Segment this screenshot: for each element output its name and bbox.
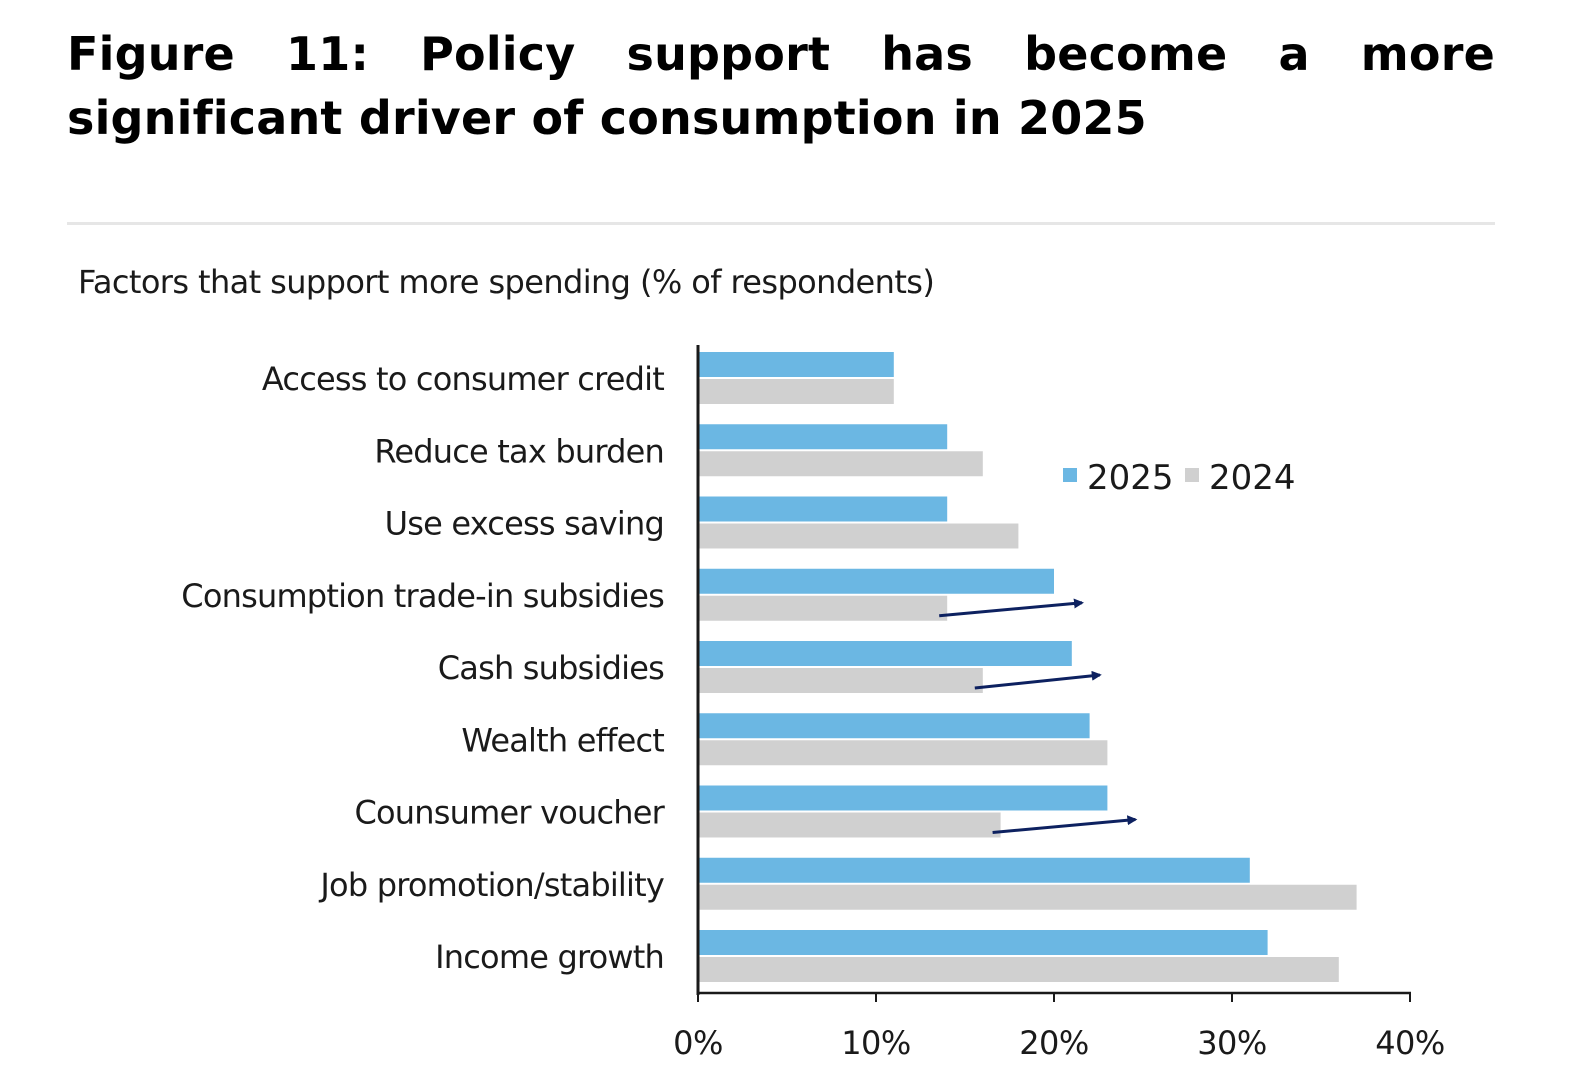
bar-2025-7 bbox=[698, 785, 1108, 811]
category-label: Access to consumer credit bbox=[262, 360, 664, 398]
bar-2024-1 bbox=[698, 379, 894, 404]
bar-2025-4 bbox=[698, 568, 1054, 594]
bar-2025-3 bbox=[698, 496, 948, 522]
category-label: Use excess saving bbox=[385, 505, 664, 543]
bar-2025-6 bbox=[698, 713, 1090, 739]
bar-chart: Access to consumer credit Reduce tax burd… bbox=[181, 345, 1445, 1062]
legend-label-2025: 2025 bbox=[1087, 458, 1174, 498]
category-label: Consumption trade-in subsidies bbox=[181, 577, 664, 615]
figure-title: Figure 11: Policy support has become a m… bbox=[67, 27, 1495, 145]
bar-2025-1 bbox=[698, 352, 894, 377]
title-divider bbox=[67, 222, 1495, 225]
bar-2025-2 bbox=[698, 424, 948, 450]
x-tick-label: 40% bbox=[1375, 1024, 1445, 1062]
bar-2024-7 bbox=[698, 812, 1001, 838]
x-tick-label: 0% bbox=[673, 1024, 723, 1062]
trend-arrow bbox=[939, 598, 1084, 618]
category-label: Cash subsidies bbox=[438, 649, 664, 687]
category-label: Counsumer voucher bbox=[354, 794, 665, 832]
bar-2025-9 bbox=[698, 930, 1268, 955]
bar-2024-3 bbox=[698, 523, 1019, 549]
category-label: Job promotion/stability bbox=[318, 866, 664, 904]
x-tick-label: 20% bbox=[1019, 1024, 1089, 1062]
legend-swatch-2024 bbox=[1185, 468, 1199, 482]
trend-arrow bbox=[992, 815, 1138, 834]
bar-2024-5 bbox=[698, 668, 983, 693]
category-label: Reduce tax burden bbox=[374, 432, 664, 470]
bar-2024-6 bbox=[698, 740, 1108, 766]
trend-arrow bbox=[974, 670, 1102, 690]
legend-swatch-2025 bbox=[1063, 468, 1077, 482]
bar-2025-5 bbox=[698, 641, 1072, 666]
legend-label-2024: 2024 bbox=[1209, 458, 1296, 498]
bar-2025-8 bbox=[698, 857, 1250, 883]
bar-2024-9 bbox=[698, 957, 1339, 982]
x-tick-label: 30% bbox=[1197, 1024, 1267, 1062]
chart-subtitle: Factors that support more spending (% of… bbox=[78, 263, 935, 301]
category-label: Wealth effect bbox=[461, 721, 664, 759]
bar-2024-2 bbox=[698, 451, 983, 477]
category-label: Income growth bbox=[435, 938, 664, 976]
bar-2024-4 bbox=[698, 595, 948, 621]
x-tick-label: 10% bbox=[841, 1024, 911, 1062]
bar-2024-8 bbox=[698, 884, 1357, 910]
